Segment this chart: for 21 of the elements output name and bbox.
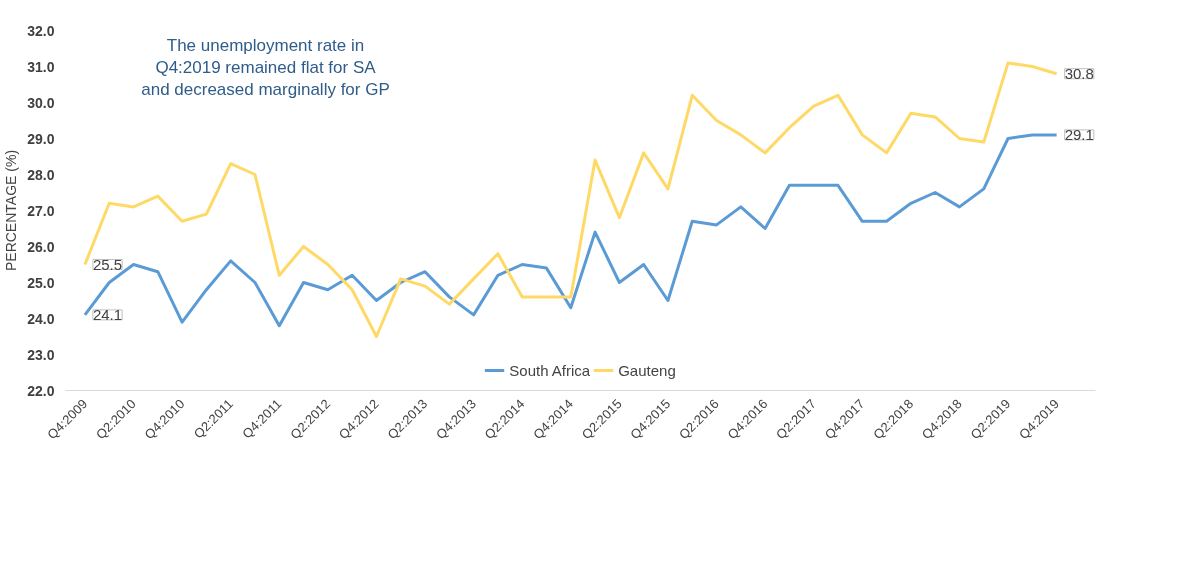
y-tick-label: 29.0 <box>27 130 55 147</box>
y-axis-title: PERCENTAGE (%) <box>3 149 20 272</box>
y-tick-label: 26.0 <box>27 238 55 255</box>
legend-label: South Africa <box>509 361 591 379</box>
legend-label: Gauteng <box>618 361 676 379</box>
y-tick-label: 27.0 <box>27 202 55 219</box>
annotation: 24.1 <box>92 305 123 323</box>
y-tick-label: 31.0 <box>27 58 55 75</box>
y-tick-label: 24.0 <box>27 310 55 327</box>
annotation: The unemployment rate in Q4:2019 remained flat for SA and decreased marginally for GP <box>141 35 390 99</box>
y-tick-label: 23.0 <box>27 346 55 363</box>
y-tick-label: 25.0 <box>27 274 55 291</box>
y-tick-label: 22.0 <box>27 382 55 399</box>
annotation: 25.5 <box>92 255 123 273</box>
annotation: 29.1 <box>1064 125 1094 143</box>
line-series <box>83 133 1059 328</box>
y-tick-label: 32.0 <box>27 22 55 39</box>
annotation: 30.8 <box>1064 64 1094 82</box>
line-series <box>83 61 1059 338</box>
y-tick-label: 28.0 <box>27 166 55 183</box>
y-tick-label: 30.0 <box>27 94 55 111</box>
